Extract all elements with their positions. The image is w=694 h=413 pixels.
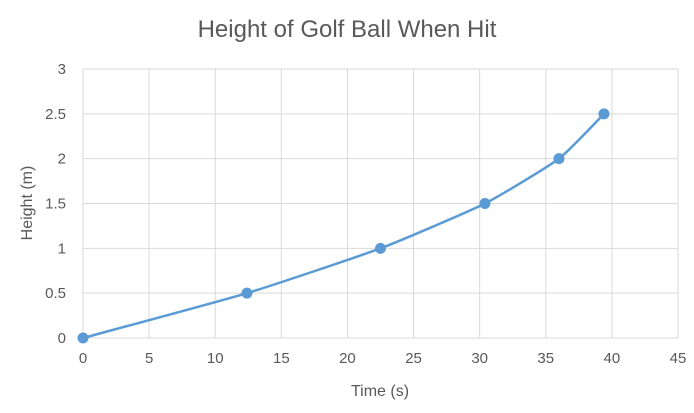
y-axis-ticks: 0 0.5 1 1.5 2 2.5 3 xyxy=(45,61,66,347)
data-point xyxy=(375,242,386,254)
x-tick-label: 20 xyxy=(339,350,356,367)
data-point xyxy=(553,153,565,165)
y-tick-label: 3 xyxy=(58,61,66,78)
y-tick-label: 0 xyxy=(58,330,66,347)
chart-title: Height of Golf Ball When Hit xyxy=(198,16,497,43)
x-tick-label: 0 xyxy=(79,350,87,367)
grid xyxy=(82,68,679,339)
y-tick-label: 2.5 xyxy=(45,106,66,123)
x-axis-label: Time (s) xyxy=(351,383,409,400)
x-tick-label: 25 xyxy=(405,350,422,367)
data-point xyxy=(77,332,89,344)
series-line xyxy=(81,112,606,340)
x-tick-label: 30 xyxy=(471,350,488,367)
data-point xyxy=(598,108,610,120)
y-tick-label: 2 xyxy=(58,151,66,168)
data-point xyxy=(479,198,491,209)
y-tick-label: 1 xyxy=(58,240,66,257)
y-axis-label: Height (m) xyxy=(19,166,36,241)
x-tick-label: 40 xyxy=(604,350,621,367)
x-tick-label: 5 xyxy=(145,350,153,367)
x-tick-label: 45 xyxy=(670,350,687,367)
series-layer xyxy=(77,108,610,344)
y-tick-label: 0.5 xyxy=(45,285,66,302)
x-tick-label: 35 xyxy=(537,350,554,367)
y-tick-label: 1.5 xyxy=(45,196,66,213)
x-tick-label: 15 xyxy=(273,350,290,367)
x-tick-label: 10 xyxy=(207,350,224,367)
data-point xyxy=(241,287,253,299)
x-axis-ticks: 0 5 10 15 20 25 30 35 40 45 xyxy=(79,350,687,367)
